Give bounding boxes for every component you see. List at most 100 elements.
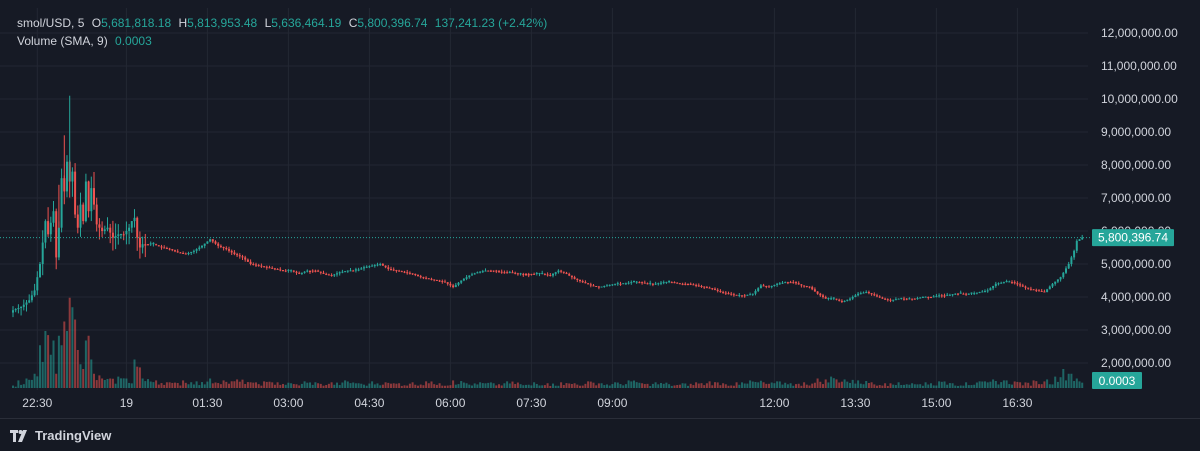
candle-body bbox=[292, 270, 295, 272]
candle-body bbox=[541, 272, 544, 274]
candle-body bbox=[260, 265, 263, 267]
candle-body bbox=[325, 273, 328, 275]
volume-bar bbox=[919, 384, 922, 388]
candle-body bbox=[600, 286, 603, 288]
candle-body bbox=[30, 295, 33, 301]
volume-bar bbox=[684, 383, 687, 388]
volume-bar bbox=[1065, 380, 1067, 388]
volume-bar bbox=[120, 378, 122, 388]
symbol-name[interactable]: smol/USD bbox=[17, 16, 72, 30]
volume-bar bbox=[103, 379, 106, 388]
candle-body bbox=[614, 283, 617, 285]
volume-bar bbox=[514, 384, 517, 388]
candle-body bbox=[857, 293, 860, 296]
candle-body bbox=[246, 259, 249, 262]
volume-bar bbox=[581, 385, 584, 388]
volume-bar bbox=[525, 384, 527, 388]
candle-body bbox=[87, 181, 90, 212]
volume-bar bbox=[503, 383, 506, 388]
price-chart[interactable]: 2,000,000.00 3,000,000.00 4,000,000.00 5,00… bbox=[0, 0, 1200, 418]
candle-body bbox=[627, 282, 630, 284]
candle-body bbox=[484, 270, 487, 272]
volume-bar bbox=[584, 383, 587, 388]
volume-indicator-label[interactable]: Volume (SMA, 9) bbox=[17, 34, 108, 48]
volume-bar bbox=[611, 384, 614, 388]
volume-bar bbox=[743, 383, 746, 388]
candle-body bbox=[921, 297, 924, 298]
volume-bar bbox=[287, 382, 290, 388]
volume-bar bbox=[535, 383, 538, 388]
candle-body bbox=[638, 282, 641, 284]
candle-body bbox=[492, 270, 495, 272]
volume-bar bbox=[673, 385, 676, 388]
candle-body bbox=[1029, 288, 1032, 290]
candle-body bbox=[657, 283, 660, 285]
candle-body bbox=[460, 280, 463, 283]
volume-bar bbox=[778, 381, 781, 388]
volume-bar bbox=[263, 381, 266, 388]
candle-body bbox=[20, 306, 23, 308]
candle-body bbox=[422, 277, 425, 279]
candle-body bbox=[36, 277, 39, 291]
volume-bar bbox=[508, 383, 511, 388]
volume-bar bbox=[363, 384, 365, 388]
volume-bar bbox=[403, 385, 406, 388]
candle-body bbox=[689, 283, 692, 285]
volume-bar bbox=[381, 384, 384, 388]
candle-body bbox=[651, 283, 654, 285]
candle-body bbox=[271, 267, 274, 269]
candle-body bbox=[1056, 279, 1059, 282]
candle-body bbox=[195, 249, 198, 251]
candle-body bbox=[606, 285, 608, 287]
volume-bar bbox=[479, 382, 482, 388]
volume-bar bbox=[759, 380, 762, 388]
candle-body bbox=[846, 299, 849, 301]
candle-body bbox=[1005, 281, 1008, 283]
volume-bar bbox=[160, 383, 163, 388]
candle-body bbox=[1021, 285, 1024, 287]
candle-body bbox=[1048, 286, 1051, 290]
volume-bar bbox=[948, 383, 951, 388]
candle-body bbox=[265, 266, 268, 268]
candle-body bbox=[684, 283, 687, 285]
volume-bar bbox=[408, 383, 411, 388]
volume-bar bbox=[1059, 377, 1062, 388]
volume-bar bbox=[738, 384, 741, 388]
volume-bar bbox=[932, 385, 935, 388]
x-tick-label: 12:00 bbox=[759, 396, 789, 410]
candle-body bbox=[722, 292, 725, 294]
candle-body bbox=[1019, 284, 1022, 286]
candle-body bbox=[133, 217, 136, 222]
volume-bar bbox=[1062, 369, 1065, 388]
tradingview-logo[interactable]: TradingView bbox=[10, 428, 111, 443]
candle-body bbox=[587, 283, 590, 285]
candle-body bbox=[255, 264, 257, 266]
candle-body bbox=[843, 300, 846, 302]
candle-body bbox=[1011, 282, 1013, 284]
candle-body bbox=[414, 273, 417, 275]
candle-body bbox=[678, 283, 681, 285]
volume-bar bbox=[568, 383, 571, 388]
candle-body bbox=[805, 286, 808, 287]
volume-bar bbox=[843, 379, 846, 388]
candle-body bbox=[654, 283, 657, 285]
volume-bar bbox=[560, 382, 563, 388]
candle-body bbox=[93, 188, 95, 205]
volume-bar bbox=[908, 384, 911, 388]
open-label: O bbox=[91, 16, 102, 30]
candle-body bbox=[535, 273, 538, 275]
volume-bar bbox=[616, 382, 619, 388]
volume-bar bbox=[522, 385, 525, 388]
candle-body bbox=[595, 286, 598, 287]
candle-body bbox=[724, 292, 727, 294]
volume-bar bbox=[822, 384, 824, 388]
volume-bar bbox=[144, 381, 147, 388]
candle-body bbox=[398, 270, 401, 272]
candle-body bbox=[446, 282, 449, 284]
volume-bar bbox=[87, 335, 90, 388]
volume-bar bbox=[765, 383, 768, 388]
change-value: 137,241.23 (+2.42%) bbox=[434, 16, 548, 30]
volume-bar bbox=[732, 385, 735, 388]
volume-bar bbox=[781, 384, 784, 388]
